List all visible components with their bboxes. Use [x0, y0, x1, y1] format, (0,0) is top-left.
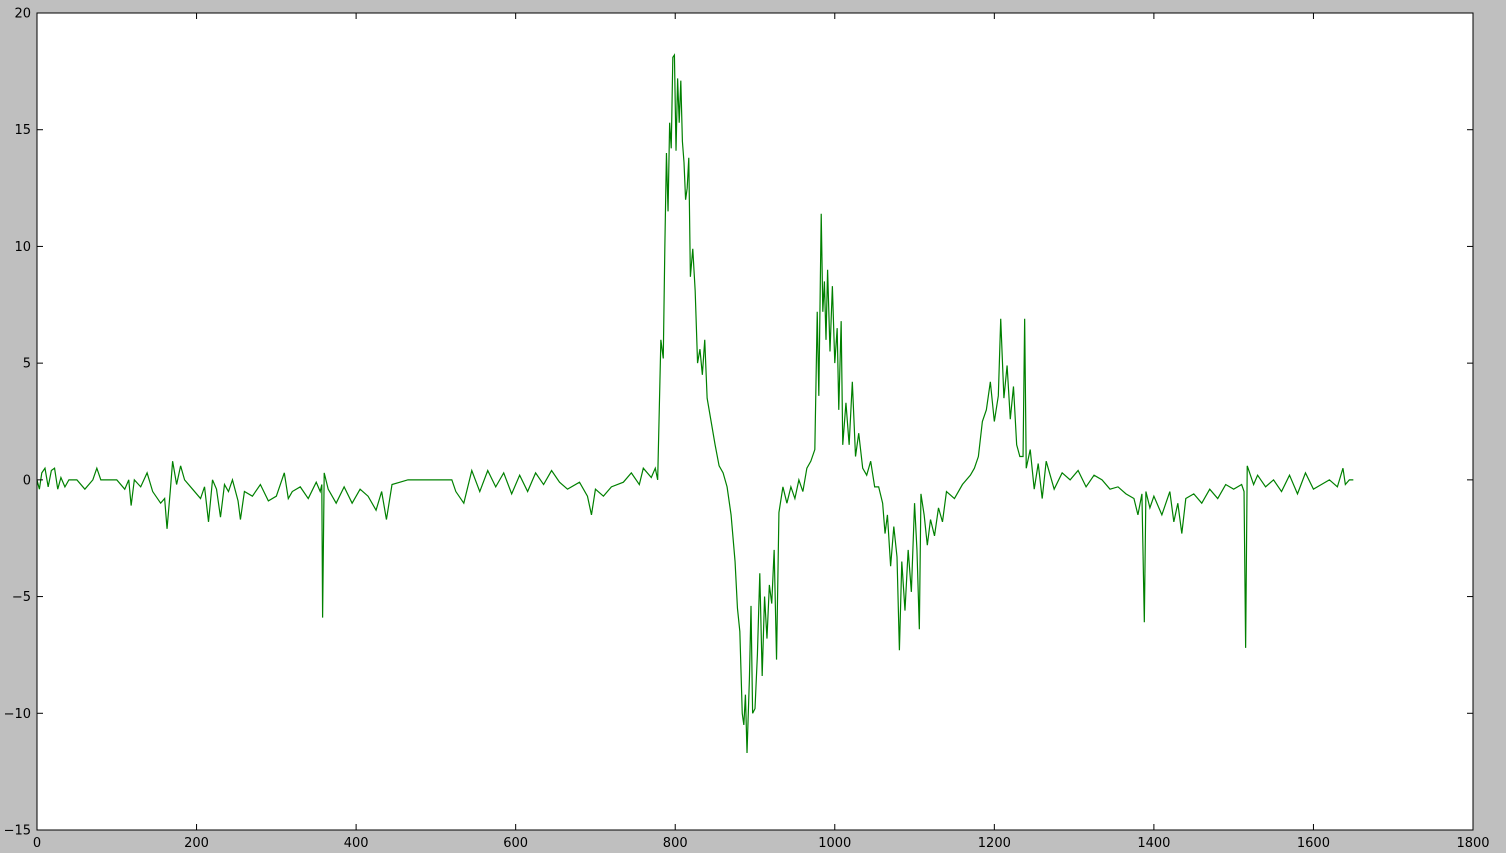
data-line: [36, 53, 1354, 753]
x-tick-label: 600: [503, 836, 528, 851]
y-tick-label: 15: [14, 123, 31, 138]
x-tick-label: 1000: [818, 836, 851, 851]
y-tick-label: −10: [4, 707, 31, 722]
y-tick-label: 10: [14, 240, 31, 255]
x-tick-label: 1800: [1456, 836, 1489, 851]
x-tick-label: 1400: [1137, 836, 1170, 851]
x-tick-label: 400: [344, 836, 369, 851]
y-tick-label: −5: [12, 590, 31, 605]
plot-area: [37, 13, 1473, 830]
x-tick-label: 1600: [1297, 836, 1330, 851]
x-tick-label: 0: [33, 836, 41, 851]
y-tick-label: 0: [23, 473, 31, 488]
plot-frame: [36, 12, 1474, 831]
y-tick-label: 20: [14, 7, 31, 22]
x-tick-label: 200: [184, 836, 209, 851]
y-tick-label: −15: [4, 824, 31, 839]
y-tick-label: 5: [23, 357, 31, 372]
x-tick-label: 1200: [978, 836, 1011, 851]
x-tick-label: 800: [663, 836, 688, 851]
